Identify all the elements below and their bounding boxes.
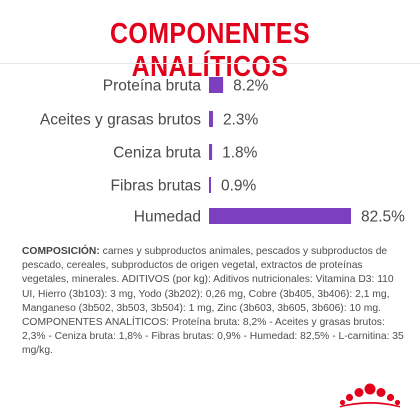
bar: [209, 77, 224, 93]
bar: [209, 144, 213, 160]
value-label: 2.3%: [223, 112, 259, 129]
category-label: Ceniza bruta: [113, 145, 201, 162]
crown-icon: [339, 383, 401, 408]
category-label: Humedad: [134, 209, 201, 226]
bar: [209, 177, 211, 193]
bar: [209, 111, 213, 127]
composition-heading: COMPOSICIÓN:: [22, 246, 100, 257]
value-label: 0.9%: [221, 178, 257, 195]
value-label: 82.5%: [361, 209, 405, 226]
bar: [209, 208, 351, 224]
composition-info: COMPOSICIÓN: carnes y subproductos anima…: [22, 245, 407, 359]
analytical-paragraph: COMPONENTES ANALÍTICOS: Proteína bruta: …: [22, 317, 404, 357]
category-label: Aceites y grasas brutos: [40, 112, 201, 129]
title-divider: [0, 63, 420, 64]
category-label: Proteína bruta: [103, 78, 202, 95]
page-title: COMPONENTES ANALÍTICOS: [109, 18, 311, 83]
value-label: 1.8%: [222, 145, 258, 162]
category-label: Fibras brutas: [111, 178, 202, 195]
value-label: 8.2%: [233, 78, 269, 95]
composition-paragraph: COMPOSICIÓN: carnes y subproductos anima…: [22, 245, 407, 316]
composition-text: carnes y subproductos animales, pescados…: [22, 246, 394, 314]
nutrient-bar-chart: Proteína bruta 8.2% Aceites y grasas bruto…: [40, 77, 405, 226]
